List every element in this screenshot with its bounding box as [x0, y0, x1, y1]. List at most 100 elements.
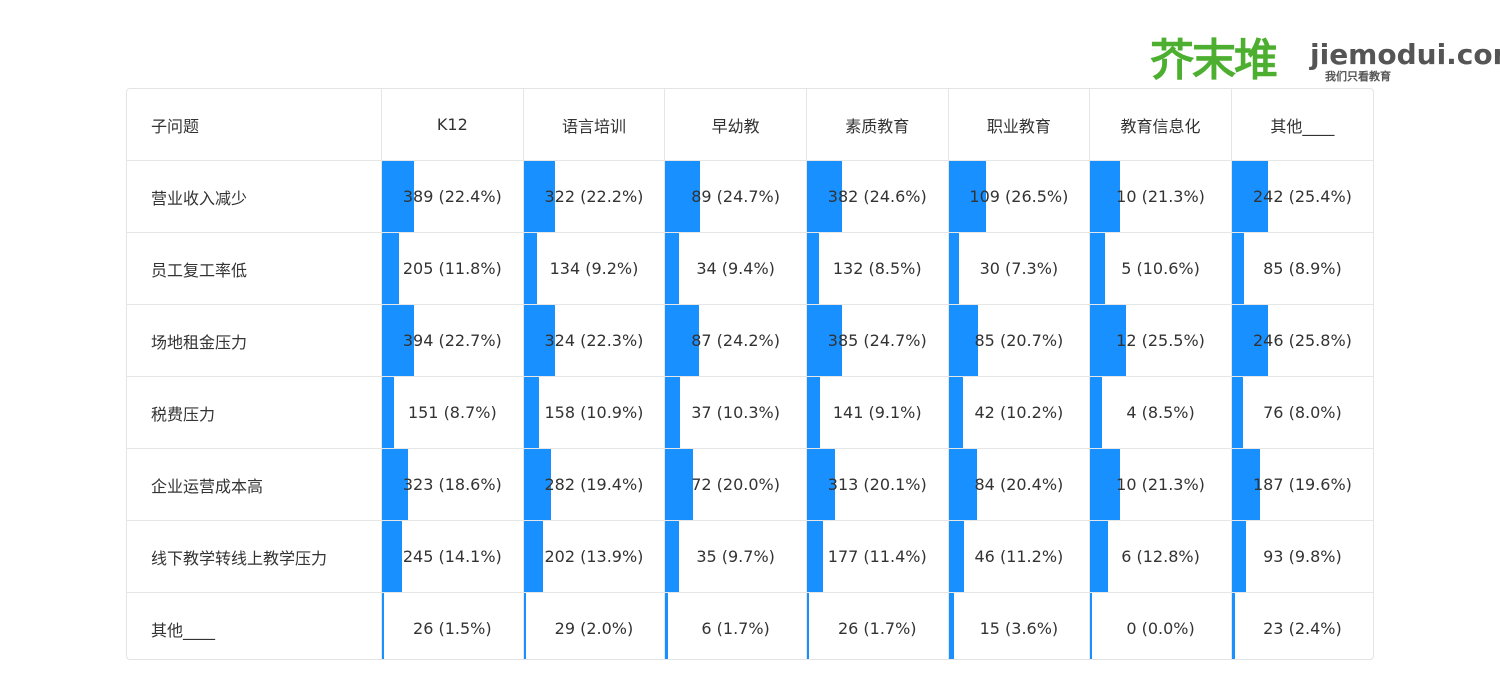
data-cell: 26 (1.7%)	[806, 592, 949, 659]
data-cell: 282 (19.4%)	[523, 448, 666, 521]
percentage-bar	[1090, 233, 1106, 304]
percentage-bar	[665, 449, 694, 520]
data-cell: 202 (13.9%)	[523, 520, 666, 593]
table-row: 线下教学转线上教学压力 245 (14.1%) 202 (13.9%) 35 (9.7…	[127, 520, 1373, 593]
data-cell: 187 (19.6%)	[1231, 448, 1373, 521]
cell-value: 6 (1.7%)	[701, 619, 770, 638]
cell-value: 282 (19.4%)	[544, 475, 644, 494]
data-cell: 84 (20.4%)	[948, 448, 1091, 521]
table-row: 企业运营成本高 323 (18.6%) 282 (19.4%) 72 (20.0%) 3…	[127, 448, 1373, 521]
table-header-row: 子问题 K12 语言培训 早幼教 素质教育 职业教育 教育信息化 其他____	[127, 89, 1373, 161]
corner-header: 子问题	[127, 89, 382, 161]
percentage-bar	[948, 521, 965, 592]
percentage-bar	[1090, 377, 1103, 448]
percentage-bar	[806, 449, 836, 520]
percentage-bar	[665, 593, 668, 659]
cell-value: 246 (25.8%)	[1252, 331, 1352, 350]
cell-value: 177 (11.4%)	[827, 547, 927, 566]
cell-value: 385 (24.7%)	[827, 331, 927, 350]
column-header: 教育信息化	[1089, 89, 1232, 161]
data-cell: 394 (22.7%)	[381, 304, 524, 377]
percentage-bar	[948, 161, 986, 232]
data-cell: 6 (12.8%)	[1089, 520, 1232, 593]
cell-value: 85 (8.9%)	[1263, 259, 1342, 278]
data-cell: 151 (8.7%)	[381, 376, 524, 449]
column-header: 职业教育	[948, 89, 1091, 161]
data-cell: 109 (26.5%)	[948, 160, 1091, 233]
data-cell: 85 (8.9%)	[1231, 232, 1373, 305]
cell-value: 89 (24.7%)	[691, 187, 780, 206]
cell-value: 10 (21.3%)	[1116, 475, 1205, 494]
cell-value: 76 (8.0%)	[1263, 403, 1342, 422]
percentage-bar	[665, 377, 680, 448]
crosstab-table: 子问题 K12 语言培训 早幼教 素质教育 职业教育 教育信息化 其他____ 营业收入减少…	[127, 89, 1373, 659]
percentage-bar	[1231, 305, 1269, 376]
data-cell: 0 (0.0%)	[1089, 592, 1232, 659]
cell-value: 34 (9.4%)	[696, 259, 775, 278]
data-cell: 29 (2.0%)	[523, 592, 666, 659]
data-cell: 93 (9.8%)	[1231, 520, 1373, 593]
column-header: 早幼教	[664, 89, 807, 161]
cell-value: 313 (20.1%)	[827, 475, 927, 494]
data-cell: 389 (22.4%)	[381, 160, 524, 233]
percentage-bar	[382, 521, 402, 592]
percentage-bar	[948, 377, 963, 448]
data-cell: 322 (22.2%)	[523, 160, 666, 233]
cell-value: 324 (22.3%)	[544, 331, 644, 350]
data-cell: 10 (21.3%)	[1089, 448, 1232, 521]
table-row: 其他____ 26 (1.5%) 29 (2.0%) 6 (1.7%) 26 (1.7%…	[127, 592, 1373, 659]
data-cell: 10 (21.3%)	[1089, 160, 1232, 233]
cell-value: 85 (20.7%)	[974, 331, 1064, 350]
cell-value: 15 (3.6%)	[979, 619, 1059, 638]
cell-value: 4 (8.5%)	[1126, 403, 1195, 422]
percentage-bar	[806, 161, 842, 232]
row-label: 其他____	[127, 592, 382, 659]
cell-value: 158 (10.9%)	[544, 403, 644, 422]
row-label: 税费压力	[127, 376, 382, 449]
cell-value: 322 (22.2%)	[544, 187, 644, 206]
logo-chinese-text: 芥末堆	[1150, 35, 1278, 86]
cell-value: 29 (2.0%)	[554, 619, 634, 638]
data-cell: 385 (24.7%)	[806, 304, 949, 377]
cell-value: 245 (14.1%)	[402, 547, 502, 566]
cell-value: 132 (8.5%)	[832, 259, 922, 278]
percentage-bar	[1090, 593, 1092, 659]
percentage-bar	[665, 161, 701, 232]
table-row: 员工复工率低 205 (11.8%) 134 (9.2%) 34 (9.4%) 132 …	[127, 232, 1373, 305]
data-cell: 4 (8.5%)	[1089, 376, 1232, 449]
data-cell: 34 (9.4%)	[664, 232, 807, 305]
percentage-bar	[523, 233, 537, 304]
data-cell: 30 (7.3%)	[948, 232, 1091, 305]
cell-value: 72 (20.0%)	[691, 475, 780, 494]
percentage-bar	[382, 305, 414, 376]
cell-value: 134 (9.2%)	[549, 259, 639, 278]
data-cell: 89 (24.7%)	[664, 160, 807, 233]
logo-domain-text: jiemodui.com	[1310, 38, 1500, 71]
percentage-bar	[806, 233, 819, 304]
column-header: 其他____	[1231, 89, 1373, 161]
row-label: 员工复工率低	[127, 232, 382, 305]
percentage-bar	[806, 377, 820, 448]
data-cell: 177 (11.4%)	[806, 520, 949, 593]
data-cell: 132 (8.5%)	[806, 232, 949, 305]
data-cell: 313 (20.1%)	[806, 448, 949, 521]
percentage-bar	[1231, 233, 1245, 304]
percentage-bar	[382, 377, 395, 448]
cell-value: 5 (10.6%)	[1121, 259, 1200, 278]
cell-value: 46 (11.2%)	[974, 547, 1064, 566]
crosstab-table-container: 子问题 K12 语言培训 早幼教 素质教育 职业教育 教育信息化 其他____ 营业收入减少…	[126, 88, 1374, 660]
data-cell: 76 (8.0%)	[1231, 376, 1373, 449]
data-cell: 85 (20.7%)	[948, 304, 1091, 377]
cell-value: 84 (20.4%)	[974, 475, 1064, 494]
data-cell: 37 (10.3%)	[664, 376, 807, 449]
percentage-bar	[382, 233, 399, 304]
cell-value: 382 (24.6%)	[827, 187, 927, 206]
percentage-bar	[1231, 161, 1268, 232]
percentage-bar	[523, 521, 544, 592]
column-header: K12	[381, 89, 524, 161]
data-cell: 245 (14.1%)	[381, 520, 524, 593]
cell-value: 151 (8.7%)	[407, 403, 497, 422]
cell-value: 23 (2.4%)	[1263, 619, 1342, 638]
data-cell: 46 (11.2%)	[948, 520, 1091, 593]
percentage-bar	[1231, 593, 1236, 659]
